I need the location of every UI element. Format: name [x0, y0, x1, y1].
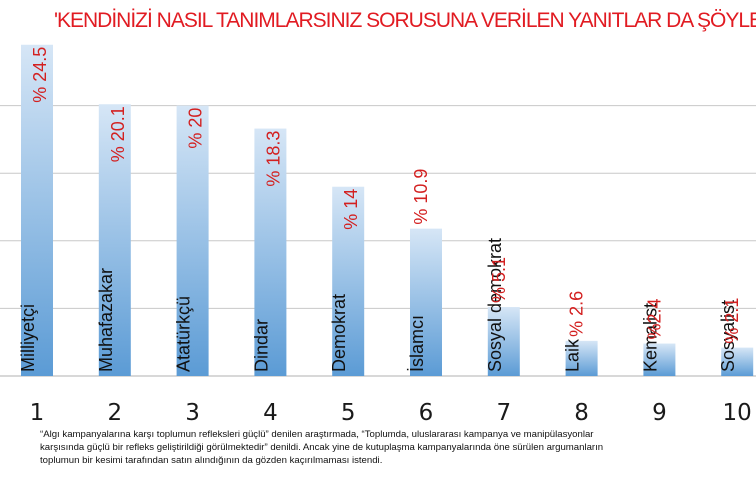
value-label: %2.4	[644, 299, 664, 340]
bar	[254, 128, 287, 376]
category-label: Sosyal demokrat	[485, 238, 505, 372]
x-tick-label: 7	[496, 400, 511, 426]
bar	[410, 228, 442, 376]
bars	[21, 44, 754, 377]
category-label: Kemalist	[640, 303, 660, 372]
value-label: % 10.9	[411, 169, 431, 225]
category-label: İslamcı	[407, 315, 427, 372]
x-tick-label: 10	[723, 400, 752, 426]
bar	[643, 343, 676, 376]
bar	[565, 340, 598, 376]
value-label: % 2.1	[722, 298, 742, 344]
bar	[176, 105, 209, 376]
x-tick-label: 3	[185, 400, 200, 426]
chart-caption: “Algı kampanyalarına karşı toplumun refl…	[40, 429, 604, 466]
x-tick-label: 9	[652, 400, 667, 426]
category-label: Muhafazakar	[96, 268, 116, 372]
x-tick-label: 6	[419, 400, 434, 426]
bar	[332, 186, 365, 376]
bar	[21, 44, 53, 376]
category-label: Sosyalist	[718, 300, 738, 372]
bar	[487, 307, 520, 376]
chart-title: 'KENDİNİZİ NASIL TANIMLARSINIZ SORUSUNA …	[54, 9, 756, 32]
category-label: Dindar	[251, 319, 271, 372]
x-tick-label: 5	[341, 400, 356, 426]
value-label: % 20.1	[108, 106, 128, 162]
bar	[721, 347, 754, 376]
bar-labels: Milliyetçi % 24.5 Muhafazakar % 20.1 Atatürk…	[18, 47, 742, 372]
x-tick-label: 8	[574, 400, 589, 426]
bar	[98, 104, 131, 377]
value-label: % 24.5	[30, 47, 50, 103]
x-axis-ticks: 1 2 3 4 5 6 7 8 9 10	[30, 400, 752, 426]
x-tick-label: 1	[30, 400, 45, 426]
category-label: Milliyetçi	[18, 304, 38, 372]
x-tick-label: 4	[263, 400, 278, 426]
category-label: Atatürkçü	[174, 296, 194, 372]
category-label: Laik	[563, 338, 583, 372]
value-label: % 20	[186, 108, 206, 149]
value-label: % 18.3	[263, 131, 283, 187]
x-tick-label: 2	[107, 400, 122, 426]
value-label: % 2.6	[567, 291, 587, 337]
category-label: Demokrat	[329, 294, 349, 372]
value-label: % 14	[341, 189, 361, 230]
value-label: % 5.1	[489, 257, 509, 303]
